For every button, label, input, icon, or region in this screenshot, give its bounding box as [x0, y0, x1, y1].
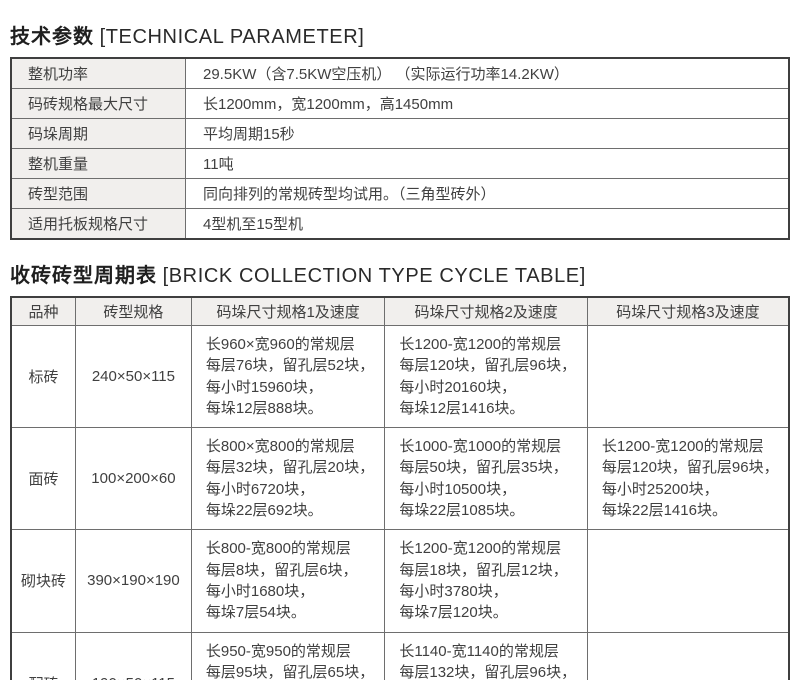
stack-spec3: 长1200-宽1200的常规层 每层120块，留孔层96块， 每小时25200块…	[586, 427, 790, 531]
header-size: 砖型规格	[74, 296, 192, 326]
stack-spec3	[586, 324, 790, 429]
tech-param-row: 整机功率 29.5KW（含7.5KW空压机） （实际运行功率14.2KW）	[10, 57, 790, 89]
stack-spec1: 长800-宽800的常规层 每层8块，留孔层6块， 每小时1680块， 每垛7层…	[190, 529, 386, 633]
tech-params-title-en: [TECHNICAL PARAMETER]	[99, 26, 365, 48]
stack-spec1: 长960×宽960的常规层 每层76块，留孔层52块， 每小时15960块， 每…	[190, 324, 386, 429]
stack-spec3	[586, 529, 790, 633]
stack-spec2: 长1000-宽1000的常规层 每层50块，留孔层35块， 每小时10500块，…	[384, 427, 588, 531]
brick-size: 190×50×115	[74, 631, 192, 680]
param-value: 长1200mm，宽1200mm，高1450mm	[185, 88, 790, 119]
param-value: 平均周期15秒	[185, 118, 790, 149]
brick-size: 100×200×60	[74, 427, 192, 531]
brick-kind: 配砖	[10, 631, 76, 680]
param-value: 29.5KW（含7.5KW空压机） （实际运行功率14.2KW）	[185, 57, 790, 89]
param-label: 码垛周期	[10, 118, 186, 149]
cycle-table-title-cn: 收砖砖型周期表	[10, 265, 157, 287]
tech-param-row: 砖型范围 同向排列的常规砖型均试用。（三角型砖外）	[10, 178, 790, 209]
param-label: 码砖规格最大尺寸	[10, 88, 186, 119]
cycle-table-row: 标砖 240×50×115 长960×宽960的常规层 每层76块，留孔层52块…	[10, 324, 790, 429]
param-label: 适用托板规格尺寸	[10, 208, 186, 240]
brick-cycle-table: 品种 砖型规格 码垛尺寸规格1及速度 码垛尺寸规格2及速度 码垛尺寸规格3及速度…	[10, 296, 790, 680]
cycle-table-row: 面砖 100×200×60 长800×宽800的常规层 每层32块，留孔层20块…	[10, 427, 790, 531]
header-spec2: 码垛尺寸规格2及速度	[384, 296, 588, 326]
stack-spec2: 长1200-宽1200的常规层 每层120块，留孔层96块， 每小时20160块…	[384, 324, 588, 429]
param-value: 4型机至15型机	[185, 208, 790, 240]
param-label: 砖型范围	[10, 178, 186, 209]
stack-spec2: 长1140-宽1140的常规层 每层132块，留孔层96块， 每小时27720块…	[384, 631, 588, 680]
tech-params-title-cn: 技术参数	[10, 26, 94, 48]
param-label: 整机重量	[10, 148, 186, 179]
stack-spec3	[586, 631, 790, 680]
tech-param-row: 码垛周期 平均周期15秒	[10, 118, 790, 149]
brick-size: 390×190×190	[74, 529, 192, 633]
brick-size: 240×50×115	[74, 324, 192, 429]
tech-params-table: 整机功率 29.5KW（含7.5KW空压机） （实际运行功率14.2KW） 码砖…	[10, 57, 790, 240]
cycle-table-title-en: [BRICK COLLECTION TYPE CYCLE TABLE]	[162, 265, 586, 287]
cycle-table-row: 砌块砖 390×190×190 长800-宽800的常规层 每层8块，留孔层6块…	[10, 529, 790, 633]
stack-spec1: 长950-宽950的常规层 每层95块，留孔层65块， 每小时19950块， 每…	[190, 631, 386, 680]
stack-spec2: 长1200-宽1200的常规层 每层18块，留孔层12块， 每小时3780块， …	[384, 529, 588, 633]
param-label: 整机功率	[10, 57, 186, 89]
tech-param-row: 码砖规格最大尺寸 长1200mm，宽1200mm，高1450mm	[10, 88, 790, 119]
header-spec1: 码垛尺寸规格1及速度	[190, 296, 386, 326]
param-value: 11吨	[185, 148, 790, 179]
brick-kind: 砌块砖	[10, 529, 76, 633]
param-value: 同向排列的常规砖型均试用。（三角型砖外）	[185, 178, 790, 209]
tech-param-row: 整机重量 11吨	[10, 148, 790, 179]
header-spec3: 码垛尺寸规格3及速度	[586, 296, 790, 326]
brick-kind: 标砖	[10, 324, 76, 429]
brick-kind: 面砖	[10, 427, 76, 531]
cycle-table-header-row: 品种 砖型规格 码垛尺寸规格1及速度 码垛尺寸规格2及速度 码垛尺寸规格3及速度	[10, 296, 790, 326]
tech-param-row: 适用托板规格尺寸 4型机至15型机	[10, 208, 790, 240]
stack-spec1: 长800×宽800的常规层 每层32块，留孔层20块， 每小时6720块， 每垛…	[190, 427, 386, 531]
cycle-table-title: 收砖砖型周期表 [BRICK COLLECTION TYPE CYCLE TAB…	[10, 265, 790, 287]
header-kind: 品种	[10, 296, 76, 326]
tech-params-title: 技术参数 [TECHNICAL PARAMETER]	[10, 26, 790, 48]
cycle-table-row: 配砖 190×50×115 长950-宽950的常规层 每层95块，留孔层65块…	[10, 631, 790, 680]
